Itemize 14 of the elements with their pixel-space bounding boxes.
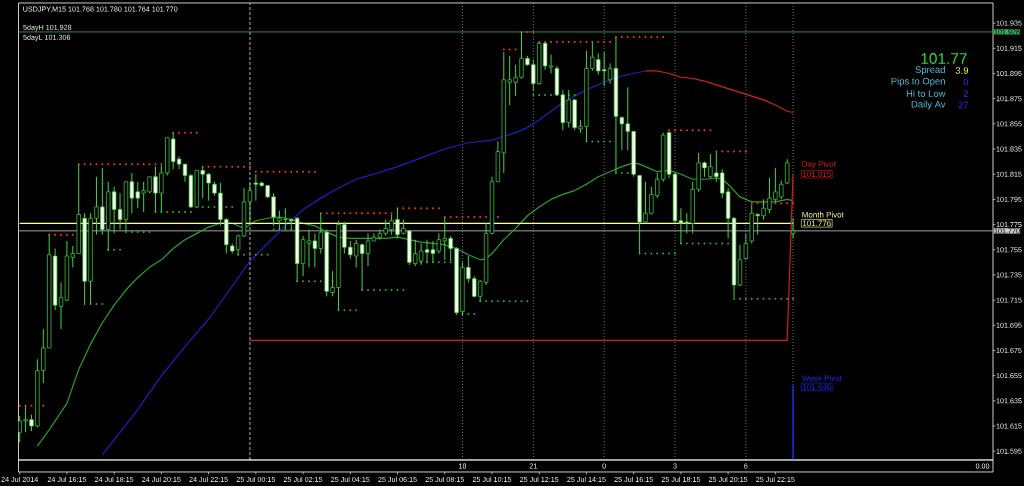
- candlestick: [743, 232, 748, 261]
- annotation: Hi to Low: [906, 90, 946, 97]
- annotation: 101.77: [921, 53, 967, 64]
- annotation: 0: [963, 78, 969, 86]
- annotation: 2: [963, 90, 969, 97]
- candlestick: [785, 158, 790, 185]
- candlestick: [790, 217, 796, 239]
- annotation: 3.9: [955, 67, 969, 74]
- annotation: Spread: [915, 66, 945, 75]
- annotation: Pips to Open: [891, 77, 945, 87]
- annotation: Daily Av: [911, 100, 946, 110]
- annotation: 27: [958, 101, 969, 109]
- candlestick: [619, 115, 625, 151]
- candlestick: [277, 210, 282, 231]
